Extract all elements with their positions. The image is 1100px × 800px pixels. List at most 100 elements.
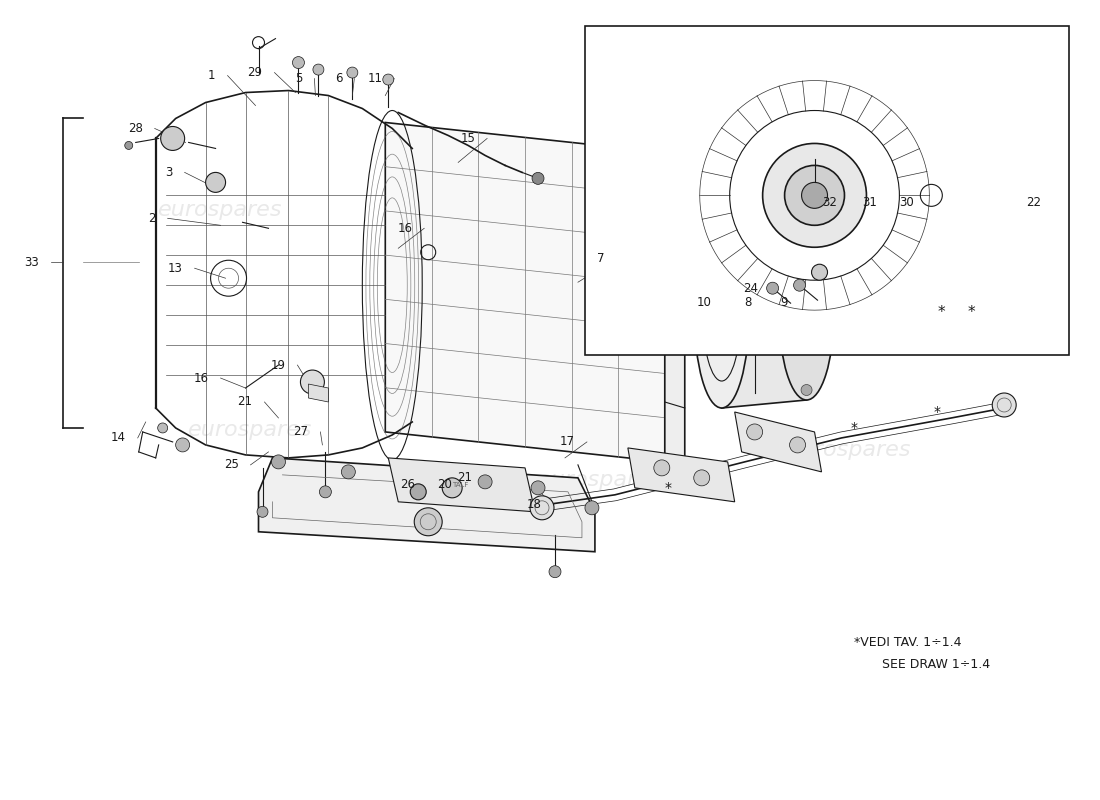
Text: 2: 2: [148, 212, 156, 225]
Circle shape: [801, 278, 812, 290]
Circle shape: [992, 393, 1016, 417]
Circle shape: [346, 67, 358, 78]
Text: eurospares: eurospares: [458, 270, 582, 290]
Circle shape: [767, 282, 779, 294]
Text: 7: 7: [597, 252, 605, 265]
Text: 8: 8: [745, 296, 751, 309]
Text: eurospares: eurospares: [788, 440, 912, 460]
Text: 22: 22: [1026, 196, 1041, 209]
Text: 29: 29: [248, 66, 263, 79]
Text: 28: 28: [128, 122, 143, 135]
Text: *: *: [934, 405, 940, 419]
Circle shape: [341, 465, 355, 479]
Polygon shape: [628, 448, 735, 502]
Circle shape: [293, 57, 305, 69]
Text: TALF: TALF: [452, 482, 469, 488]
Circle shape: [319, 486, 331, 498]
Circle shape: [663, 267, 719, 323]
Ellipse shape: [694, 216, 749, 408]
Text: *VEDI TAV. 1÷1.4: *VEDI TAV. 1÷1.4: [855, 636, 962, 649]
Text: eurospares: eurospares: [158, 200, 283, 220]
Circle shape: [176, 438, 189, 452]
Text: 13: 13: [168, 262, 183, 274]
Polygon shape: [664, 153, 685, 468]
Circle shape: [747, 424, 762, 440]
Bar: [585, 26, 1069, 355]
Circle shape: [762, 143, 867, 247]
Circle shape: [801, 332, 812, 342]
Circle shape: [788, 329, 802, 343]
Text: 17: 17: [560, 435, 575, 449]
Circle shape: [530, 496, 554, 520]
Circle shape: [124, 142, 133, 150]
Text: *: *: [664, 481, 671, 495]
Circle shape: [812, 264, 827, 280]
Circle shape: [272, 455, 286, 469]
Text: 30: 30: [900, 196, 914, 209]
Circle shape: [549, 566, 561, 578]
Circle shape: [790, 437, 805, 453]
Circle shape: [312, 64, 323, 75]
Circle shape: [478, 475, 492, 489]
Polygon shape: [258, 458, 595, 552]
Circle shape: [442, 478, 462, 498]
Circle shape: [802, 182, 827, 208]
Text: 14: 14: [111, 431, 125, 445]
Text: 1: 1: [208, 69, 216, 82]
Polygon shape: [308, 384, 329, 402]
Circle shape: [748, 339, 761, 353]
Text: 10: 10: [696, 296, 712, 309]
Text: 19: 19: [271, 358, 286, 371]
Text: 5: 5: [295, 72, 302, 85]
Text: 16: 16: [397, 222, 412, 234]
Text: 6: 6: [334, 72, 342, 85]
Circle shape: [300, 370, 324, 394]
Text: 11: 11: [367, 72, 383, 85]
Circle shape: [585, 501, 598, 515]
Text: 25: 25: [223, 458, 239, 471]
Circle shape: [532, 172, 544, 184]
Text: *: *: [851, 421, 858, 435]
Text: 16: 16: [194, 371, 209, 385]
Polygon shape: [735, 412, 822, 472]
Polygon shape: [388, 458, 535, 512]
Text: SEE DRAW 1÷1.4: SEE DRAW 1÷1.4: [882, 658, 990, 671]
Text: 20: 20: [438, 478, 452, 491]
Circle shape: [793, 279, 805, 291]
Text: 27: 27: [294, 426, 308, 438]
Circle shape: [784, 166, 845, 226]
Text: 21: 21: [458, 471, 472, 484]
Circle shape: [257, 506, 268, 518]
Text: 26: 26: [400, 478, 415, 491]
Polygon shape: [722, 216, 806, 408]
Circle shape: [206, 172, 225, 192]
Circle shape: [694, 470, 710, 486]
Text: 3: 3: [165, 166, 173, 179]
Circle shape: [383, 74, 394, 85]
Text: 18: 18: [527, 498, 542, 511]
Circle shape: [801, 385, 812, 395]
Circle shape: [801, 229, 812, 240]
Text: 33: 33: [24, 256, 38, 269]
Circle shape: [161, 126, 185, 150]
Text: 21: 21: [238, 395, 253, 409]
Text: 15: 15: [460, 132, 475, 145]
Text: 9: 9: [780, 296, 788, 309]
Text: 24: 24: [742, 282, 758, 294]
Polygon shape: [385, 122, 664, 462]
Circle shape: [531, 481, 544, 495]
Text: 31: 31: [862, 196, 878, 209]
Ellipse shape: [779, 224, 834, 400]
Ellipse shape: [711, 271, 733, 353]
Text: *: *: [937, 305, 945, 320]
Text: eurospares: eurospares: [538, 470, 662, 490]
Text: 32: 32: [823, 196, 837, 209]
Text: eurospares: eurospares: [788, 290, 912, 310]
Circle shape: [410, 484, 426, 500]
Circle shape: [817, 319, 832, 333]
Circle shape: [157, 423, 167, 433]
Text: eurospares: eurospares: [188, 420, 312, 440]
Circle shape: [415, 508, 442, 536]
Circle shape: [653, 460, 670, 476]
Text: *: *: [968, 305, 975, 320]
